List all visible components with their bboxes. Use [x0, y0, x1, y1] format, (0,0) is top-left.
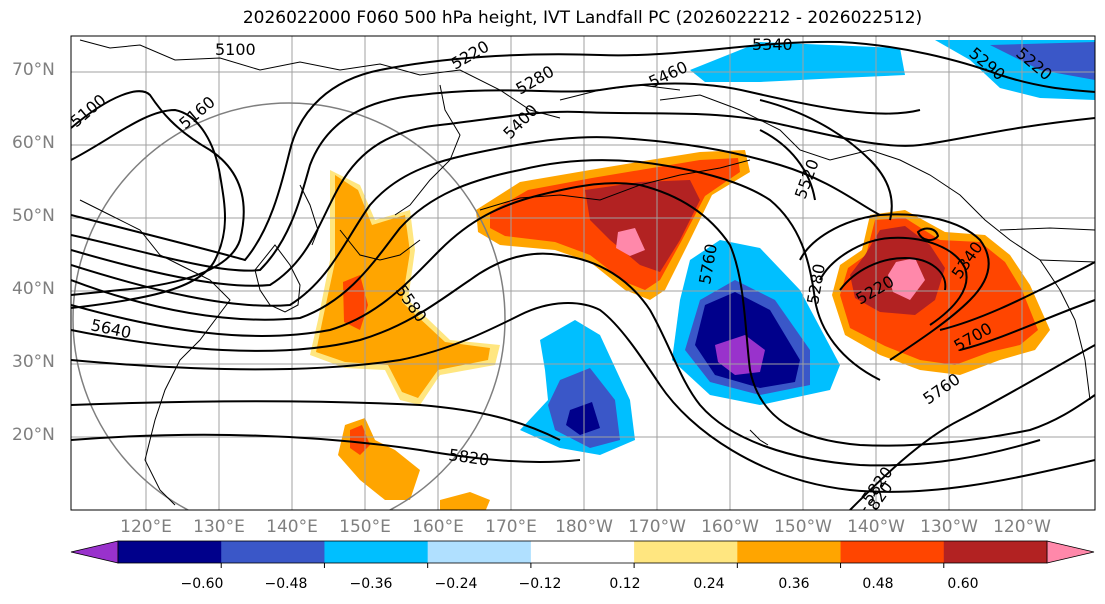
lon-label: 160°E	[412, 517, 464, 537]
lon-label: 150°E	[339, 517, 391, 537]
colorbar-tick-label: −0.36	[349, 576, 393, 592]
lat-label: 50°N	[12, 206, 55, 226]
colorbar-segment	[530, 541, 635, 563]
graticule	[71, 36, 1095, 510]
colorbar-outline	[117, 540, 1048, 564]
colorbar-segment	[737, 541, 842, 563]
lon-label: 130°W	[920, 517, 978, 537]
lat-label: 60°N	[12, 133, 55, 153]
colorbar-tick-label: 0.24	[693, 576, 725, 592]
colorbar-segment	[324, 541, 429, 563]
colorbar-tick-label: 0.12	[609, 576, 641, 592]
lon-label: 140°E	[266, 517, 318, 537]
lon-label: 160°W	[701, 517, 759, 537]
colorbar-segment	[943, 541, 1048, 563]
colorbar-tick-label: 0.60	[947, 576, 979, 592]
colorbar-tick-label: 0.36	[778, 576, 810, 592]
contour-label: 5340	[752, 35, 793, 54]
colorbar-segment	[840, 541, 945, 563]
colorbar-tick-label: −0.60	[180, 576, 224, 592]
lat-label: 30°N	[12, 352, 55, 372]
lat-label: 20°N	[12, 425, 55, 445]
colorbar-tick-label: −0.48	[264, 576, 308, 592]
colorbar-segment	[221, 541, 325, 563]
contour-label: 5100	[215, 40, 256, 59]
colorbar-segment	[634, 541, 738, 563]
lon-label: 180°W	[555, 517, 613, 537]
lon-label: 170°E	[485, 517, 537, 537]
lon-label: 120°E	[120, 517, 172, 537]
colorbar-segment	[427, 541, 532, 563]
colorbar-tick-label: −0.12	[518, 576, 562, 592]
map-border	[70, 35, 1096, 511]
lat-label: 70°N	[12, 60, 55, 80]
colorbar-tick-label: −0.24	[434, 576, 478, 592]
colorbar-segment	[118, 541, 222, 563]
map-panel: 5100 5160 5100 5220 5280 5340 5400 5460 …	[71, 35, 1095, 510]
lon-label: 130°E	[193, 517, 245, 537]
lat-label: 40°N	[12, 279, 55, 299]
landfall-circle	[72, 102, 506, 510]
lon-label: 170°W	[628, 517, 686, 537]
colorbar	[70, 540, 1095, 568]
lon-label: 120°W	[993, 517, 1051, 537]
colorbar-tick-label: 0.48	[862, 576, 894, 592]
map-title: 2026022000 F060 500 hPa height, IVT Land…	[242, 8, 923, 28]
lon-label: 150°W	[774, 517, 832, 537]
lon-label: 140°W	[847, 517, 905, 537]
height-contours	[71, 40, 1095, 510]
coastlines	[79, 39, 1095, 506]
